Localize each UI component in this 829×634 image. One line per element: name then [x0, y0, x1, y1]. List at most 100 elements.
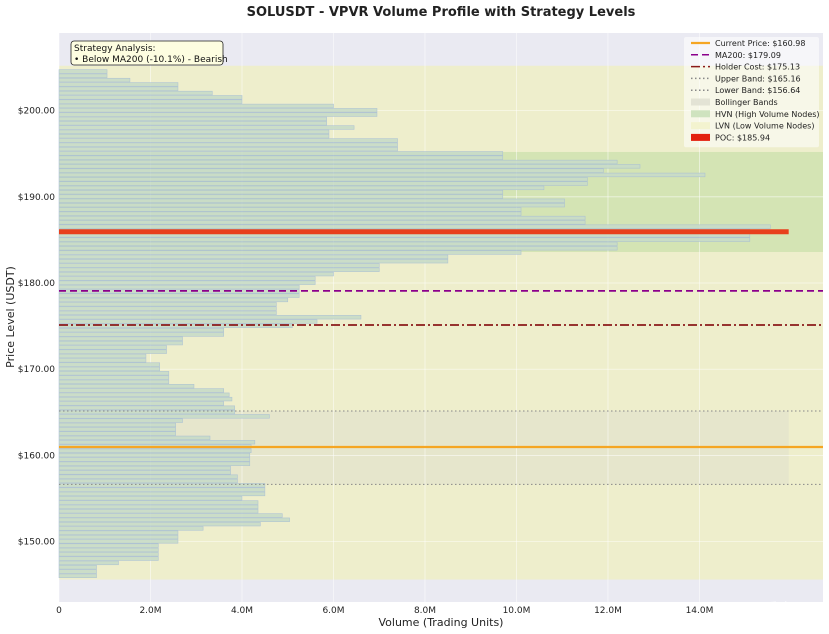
legend-background	[684, 37, 819, 148]
volume-bar	[58, 414, 270, 419]
volume-bar	[58, 73, 108, 78]
legend-entry-label: LVN (Low Volume Nodes)	[715, 122, 814, 131]
volume-bar	[58, 332, 224, 337]
legend-entry-label: MA200: $179.09	[715, 51, 781, 60]
legend-swatch-patch	[691, 133, 710, 141]
volume-bar	[58, 86, 179, 91]
annotation-line-2: • Below MA200 (-10.1%) - Bearish	[74, 55, 228, 65]
legend-entry-label: Holder Cost: $175.13	[715, 63, 800, 72]
x-axis-ticks: 0 2.0M 4.0M 6.0M 8.0M 10.0M 12.0M 14.0M	[56, 606, 713, 616]
x-tick-label: 8.0M	[414, 606, 436, 616]
volume-bar	[58, 500, 259, 505]
volume-bar	[58, 151, 504, 156]
volume-bar	[58, 478, 238, 484]
volume-bar	[58, 224, 771, 229]
volume-bar	[58, 384, 195, 389]
volume-bar	[58, 177, 588, 182]
volume-bar	[58, 142, 398, 147]
volume-bar	[58, 474, 238, 479]
volume-bar	[58, 280, 316, 285]
volume-bar	[58, 146, 398, 152]
volume-bar	[58, 220, 586, 225]
volume-bar	[58, 349, 167, 354]
x-tick-label: 6.0M	[322, 606, 344, 616]
x-tick-label: 0	[56, 606, 62, 616]
volume-bar	[58, 371, 170, 376]
volume-bar	[58, 526, 204, 531]
volume-bar	[58, 116, 327, 122]
volume-bar	[58, 246, 618, 251]
volume-bar	[58, 302, 277, 307]
volume-bar	[58, 207, 522, 212]
volume-bar	[58, 263, 380, 268]
level-lines	[59, 229, 823, 485]
volume-bar	[58, 362, 160, 367]
x-tick-label: 14.0M	[686, 606, 714, 616]
volume-bar	[58, 375, 170, 380]
y-tick-label: $170.00	[18, 365, 55, 375]
legend-swatch-patch	[691, 98, 710, 106]
volume-bar	[58, 401, 224, 406]
volume-bar	[58, 125, 355, 130]
volume-bar	[58, 138, 398, 143]
y-axis-label: Price Level (USDT)	[4, 266, 17, 368]
volume-bar	[58, 379, 170, 385]
volume-bar	[58, 129, 330, 134]
volume-bar	[58, 194, 504, 199]
x-tick-label: 10.0M	[503, 606, 531, 616]
volume-bar	[58, 440, 256, 445]
annotation-line-1: Strategy Analysis:	[74, 44, 156, 54]
volume-bar	[58, 534, 179, 540]
legend-entry-label: POC: $185.94	[715, 133, 770, 142]
volume-bar	[58, 103, 334, 109]
volume-bar	[58, 573, 97, 578]
legend: Current Price: $160.98 MA200: $179.09 Hold…	[684, 37, 820, 148]
volume-bar	[58, 254, 449, 260]
volume-bar	[58, 353, 147, 359]
volume-bar	[58, 241, 618, 247]
volume-bars	[58, 69, 771, 578]
volume-bar	[58, 181, 588, 186]
volume-bar	[58, 509, 259, 514]
volume-bar	[58, 396, 233, 402]
watermark: @ AI 看盘	[724, 600, 793, 618]
volume-bar	[58, 190, 504, 195]
volume-bar	[58, 418, 183, 423]
volume-bar	[58, 168, 604, 173]
volume-bar	[58, 530, 179, 535]
volume-bar	[58, 448, 252, 453]
volume-bar	[58, 259, 449, 264]
volume-bar	[58, 517, 290, 522]
chart-title: SOLUSDT - VPVR Volume Profile with Strat…	[247, 5, 636, 20]
volume-bar	[58, 543, 159, 548]
volume-bar	[58, 496, 243, 501]
volume-bar	[58, 452, 251, 458]
y-tick-label: $150.00	[18, 538, 55, 548]
x-axis-label: Volume (Trading Units)	[379, 616, 504, 629]
legend-entry-label: Current Price: $160.98	[715, 39, 805, 48]
volume-bar	[58, 565, 97, 570]
volume-bar	[58, 560, 119, 566]
volume-bar	[58, 310, 277, 316]
volume-bar	[58, 108, 378, 113]
volume-bar	[58, 250, 522, 255]
volume-bar	[58, 133, 330, 139]
volume-bar	[58, 267, 380, 272]
volume-bar	[58, 435, 211, 441]
volume-bar	[58, 95, 243, 100]
volume-bar	[58, 366, 160, 372]
legend-entry-label: Upper Band: $165.16	[715, 74, 801, 83]
volume-bar	[58, 164, 641, 169]
volume-bar	[58, 112, 378, 117]
volume-bar	[58, 155, 504, 160]
volume-bar	[58, 392, 230, 397]
volume-bar	[58, 336, 183, 341]
volume-bar	[58, 491, 266, 497]
legend-entry-label: HVN (High Volume Nodes)	[715, 110, 820, 119]
y-axis-ticks: $150.00 $160.00 $170.00 $180.00 $190.00 $200.…	[18, 107, 55, 548]
volume-bar	[58, 202, 565, 208]
legend-swatch-patch	[691, 110, 710, 118]
volume-bar	[58, 77, 131, 83]
x-tick-label: 2.0M	[139, 606, 161, 616]
volume-bar	[58, 345, 167, 350]
